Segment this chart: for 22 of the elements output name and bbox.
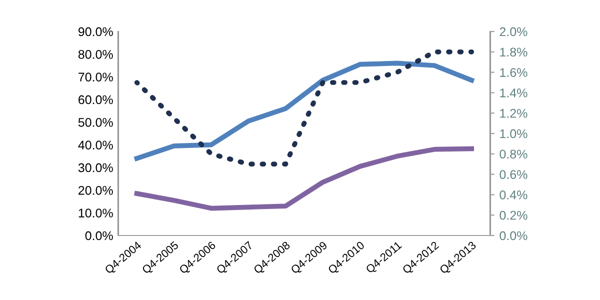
y-tick-label: 20.0% xyxy=(78,186,113,195)
y-tick-label: 50.0% xyxy=(78,118,113,127)
y2-tick-label: 1.4% xyxy=(500,88,528,98)
y2-tick-label: 2.0% xyxy=(500,27,528,36)
y-tick-label: 60.0% xyxy=(78,95,113,104)
y2-tick-label: 1.2% xyxy=(500,108,528,118)
y-tick-label: 70.0% xyxy=(78,72,113,82)
y-tick-label: 10.0% xyxy=(78,208,113,218)
y2-tick-label: 1.0% xyxy=(500,129,528,138)
y2-tick-label: 0.0% xyxy=(500,231,528,240)
y-tick-label: 30.0% xyxy=(78,163,113,172)
y-tick-label: 40.0% xyxy=(78,140,113,150)
y2-tick-label: 1.8% xyxy=(500,48,528,57)
line-series xyxy=(134,146,474,211)
y-tick-label: 80.0% xyxy=(78,50,113,59)
y2-tick-label: 0.8% xyxy=(500,150,528,159)
y2-tick-label: 1.6% xyxy=(500,68,528,77)
y-tick-label: 90.0% xyxy=(78,27,113,36)
y2-tick-label: 0.6% xyxy=(500,170,528,179)
y2-tick-label: 0.4% xyxy=(500,190,528,200)
y-tick-label: 0.0% xyxy=(85,231,113,240)
y2-tick-label: 0.2% xyxy=(500,210,528,220)
